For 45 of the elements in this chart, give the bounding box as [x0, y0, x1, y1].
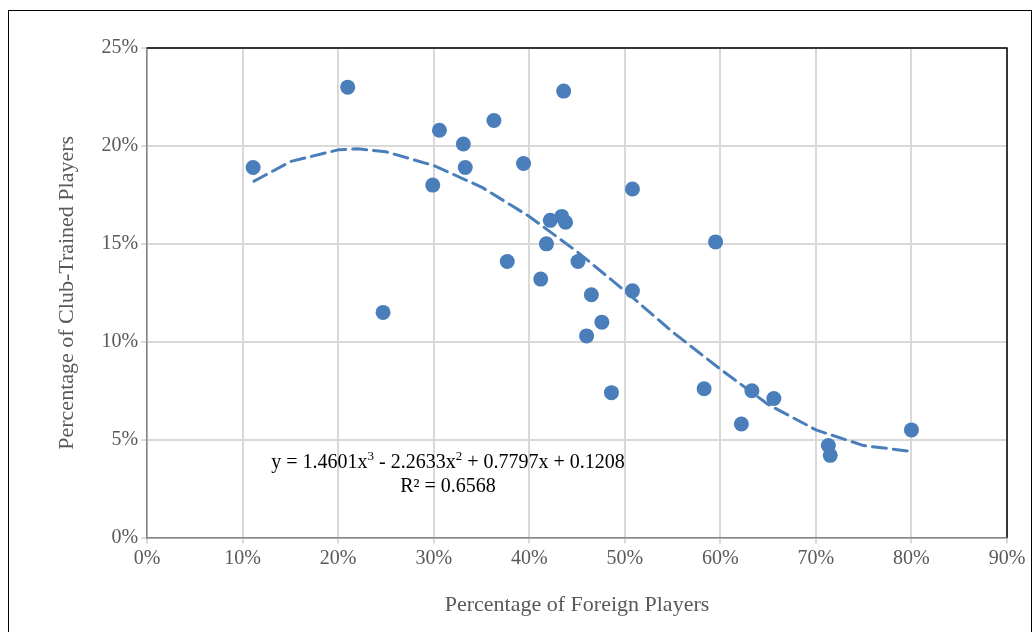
point [570, 253, 586, 269]
point [903, 422, 919, 438]
point [556, 83, 572, 99]
y-axis-title: Percentage of Club-Trained Players [52, 135, 78, 450]
point [766, 391, 782, 407]
point [245, 159, 261, 175]
point [603, 385, 619, 401]
y-tick-label: 0% [111, 524, 139, 547]
point [624, 181, 640, 197]
y-tick-label: 10% [101, 329, 139, 352]
point [708, 234, 724, 250]
point [538, 236, 554, 252]
point [579, 328, 595, 344]
y-tick-label: 20% [101, 133, 139, 156]
point [425, 177, 441, 193]
point [457, 159, 473, 175]
x-tick-label: 40% [510, 545, 548, 568]
point [455, 136, 471, 152]
annotation: R² = 0.6568 [400, 473, 496, 496]
point [375, 304, 391, 320]
point [583, 287, 599, 303]
x-tick-label: 90% [988, 545, 1026, 568]
x-tick-label: 10% [224, 545, 261, 568]
point [822, 447, 838, 463]
x-tick-label: 70% [797, 545, 835, 568]
x-tick-label: 60% [702, 545, 739, 568]
point [696, 381, 712, 397]
x-tick-label: 80% [893, 545, 930, 568]
y-tick-label: 25% [101, 35, 139, 58]
point [516, 156, 532, 172]
point [558, 214, 574, 230]
point [431, 122, 447, 138]
x-tick-label: 0% [133, 545, 161, 568]
point [486, 112, 502, 128]
x-tick-label: 50% [606, 545, 644, 568]
point [594, 314, 610, 330]
point [533, 271, 549, 287]
x-tick-label: 20% [319, 545, 357, 568]
point [499, 253, 515, 269]
point [340, 79, 356, 95]
x-axis-title: Percentage of Foreign Players [444, 590, 710, 616]
x-tick-label: 30% [415, 545, 453, 568]
y-tick-label: 5% [111, 426, 139, 449]
y-tick-label: 15% [101, 231, 139, 254]
point [733, 416, 749, 432]
